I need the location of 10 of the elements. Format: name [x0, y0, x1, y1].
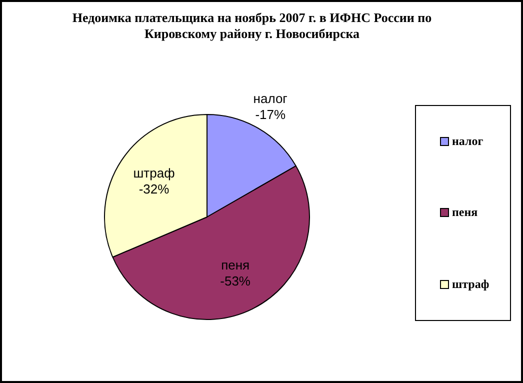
text: -17%: [255, 107, 286, 122]
legend-label: штраф: [452, 276, 490, 292]
legend-label: пеня: [452, 205, 478, 220]
chart-title: Недоимка плательщика на ноябрь 2007 г. в ИФНС России по Кировскому району г. Новосибирска: [71, 10, 433, 42]
slice-label: налог: [253, 91, 288, 106]
text: -53%: [220, 273, 251, 288]
legend-label: налог: [452, 134, 484, 150]
slice-label: штраф: [133, 166, 176, 181]
text: -32%: [138, 182, 170, 197]
slice-label: пеня: [221, 257, 250, 272]
